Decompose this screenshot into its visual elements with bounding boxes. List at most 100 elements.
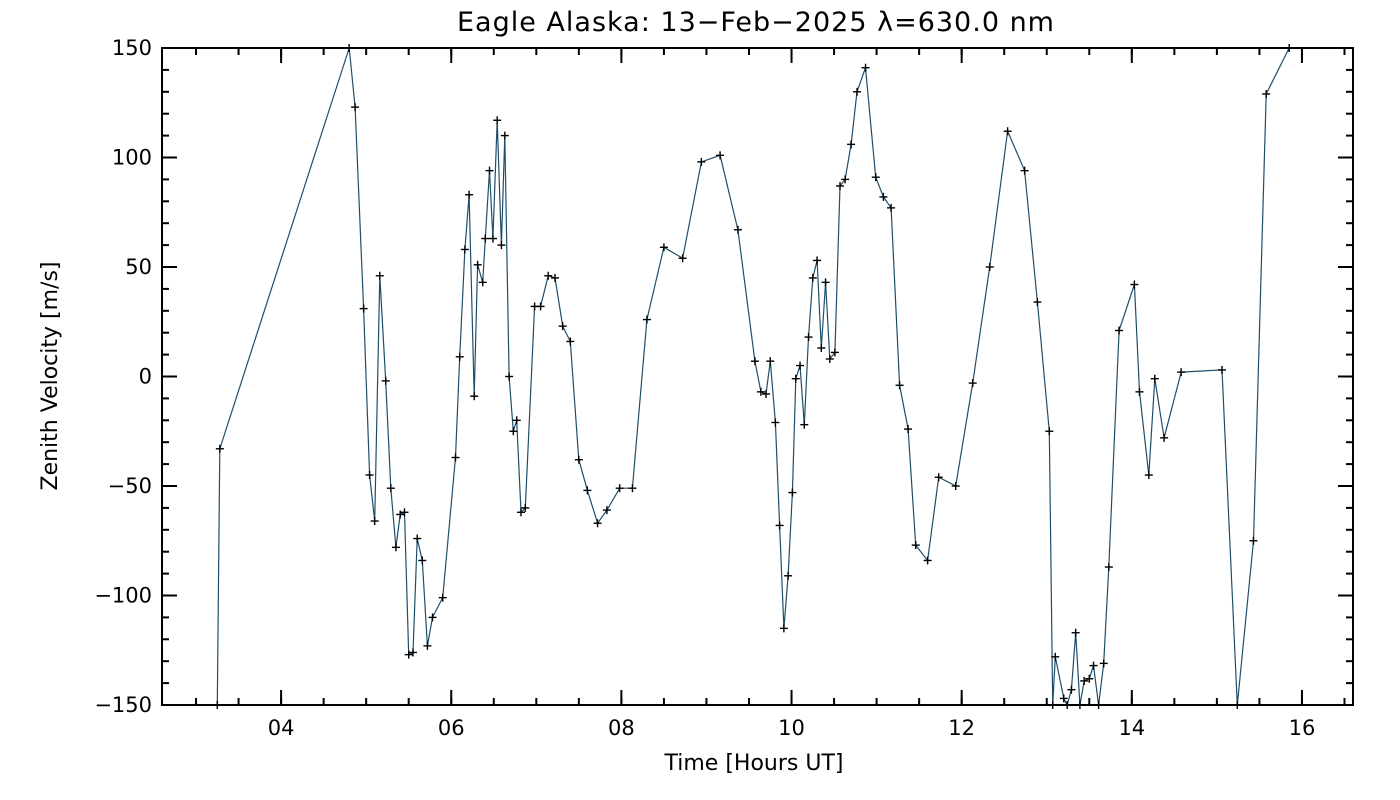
data-point (583, 486, 592, 495)
y-tick-label: 0 (139, 365, 152, 389)
data-point (733, 225, 742, 234)
data-point (558, 322, 567, 331)
data-point (847, 140, 856, 149)
x-tick-label: 10 (778, 716, 805, 740)
plot-frame (161, 47, 1354, 706)
data-point (478, 278, 487, 287)
data-point (215, 444, 224, 453)
data-point (1160, 433, 1169, 442)
data-point (813, 256, 822, 265)
data-point (1059, 694, 1068, 703)
data-point (895, 381, 904, 390)
data-point (500, 131, 509, 140)
y-tick-label: −150 (94, 693, 152, 717)
data-point (791, 374, 800, 383)
data-point (766, 357, 775, 366)
data-point (659, 243, 668, 252)
data-point (512, 416, 521, 425)
y-tick-label: 150 (112, 36, 152, 60)
data-point (505, 372, 514, 381)
data-point (423, 641, 432, 650)
data-point (1045, 427, 1054, 436)
data-point (413, 534, 422, 543)
data-point (1217, 365, 1226, 374)
data-point (370, 517, 379, 526)
data-point (1130, 280, 1139, 289)
data-point (509, 427, 518, 436)
data-point (481, 234, 490, 243)
data-point (438, 593, 447, 602)
data-point (1051, 652, 1060, 661)
data-point (1089, 661, 1098, 670)
data-point (968, 379, 977, 388)
data-point (788, 488, 797, 497)
series-line (216, 47, 1290, 707)
x-tick-label: 08 (608, 716, 635, 740)
data-point (678, 254, 687, 263)
data-point (1020, 166, 1029, 175)
data-point (460, 245, 469, 254)
data-point (800, 420, 809, 429)
data-point (1144, 471, 1153, 480)
data-point (779, 624, 788, 633)
data-point (642, 315, 651, 324)
data-point (365, 471, 374, 480)
data-point (497, 241, 506, 250)
data-point (396, 510, 405, 519)
data-point (521, 503, 530, 512)
tick-labels: 04 06 08 10 12 14 16 −150 −100 −50 0 50 100 150 (94, 36, 1315, 740)
data-point (1071, 628, 1080, 637)
data-point (1104, 563, 1113, 572)
data-point (1033, 298, 1042, 307)
data-point (566, 337, 575, 346)
data-point (879, 192, 888, 201)
data-point (697, 157, 706, 166)
data-point (418, 556, 427, 565)
data-point (1080, 676, 1089, 685)
data-point (386, 484, 395, 493)
data-point (493, 116, 502, 125)
data-point (1150, 374, 1159, 383)
data-point (808, 273, 817, 282)
data-point (841, 175, 850, 184)
data-point (455, 352, 464, 361)
data-point (470, 392, 479, 401)
data-point (1099, 659, 1108, 668)
data-point (574, 455, 583, 464)
data-point (762, 390, 771, 399)
data-point (985, 263, 994, 271)
data-point (628, 484, 637, 493)
x-tick-label: 06 (438, 716, 465, 740)
x-tick-label: 12 (948, 716, 975, 740)
data-point (359, 304, 368, 313)
data-point (465, 190, 474, 199)
data-point (951, 482, 960, 490)
data-point (1262, 89, 1271, 98)
data-point (825, 354, 834, 363)
y-tick-label: −50 (108, 474, 152, 498)
data-point (934, 473, 943, 482)
data-point (517, 508, 526, 517)
y-tick-label: 50 (125, 255, 152, 279)
data-point (391, 543, 400, 552)
data-point (551, 273, 560, 282)
data-point (911, 541, 920, 550)
x-tick-label: 04 (268, 716, 295, 740)
data-point (853, 87, 862, 96)
data-point (381, 376, 390, 385)
chart-title: Eagle Alaska: 13−Feb−2025 λ=630.0 nm (457, 7, 1055, 38)
x-tick-label: 16 (1289, 716, 1316, 740)
data-point (1003, 127, 1012, 136)
data-point (544, 271, 553, 280)
data-point (488, 234, 497, 243)
data-point (871, 173, 880, 182)
data-point (804, 333, 813, 342)
data-point (1067, 685, 1076, 694)
data-point (775, 521, 784, 530)
data-point (404, 650, 413, 659)
data-point (408, 648, 417, 657)
data-point (887, 203, 896, 212)
axis-ticks (162, 47, 1353, 706)
data-point (400, 508, 409, 517)
data-point (830, 348, 839, 357)
